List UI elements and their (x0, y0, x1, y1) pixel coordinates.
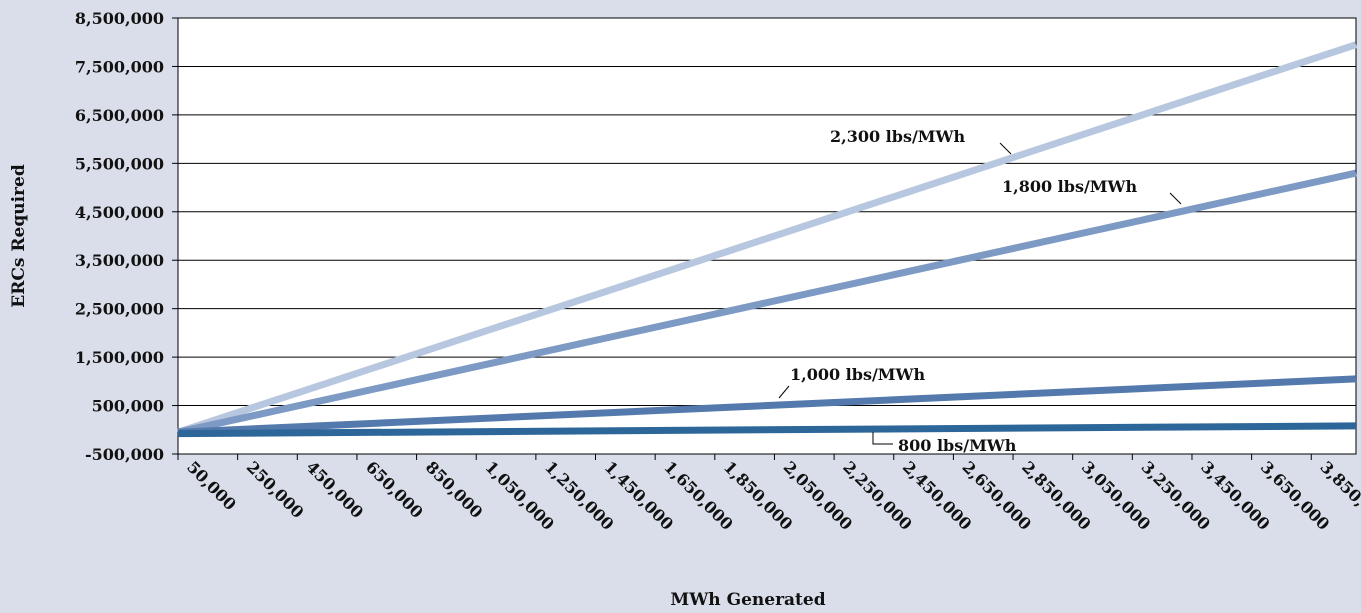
y-tick-label: 4,500,000 (75, 203, 164, 222)
y-tick-label: 500,000 (92, 397, 164, 416)
x-tick-label: 50,000 (183, 457, 240, 514)
y-tick-label: 6,500,000 (75, 106, 164, 125)
series-label: 2,300 lbs/MWh (830, 127, 965, 146)
y-tick-label: 3,500,000 (75, 251, 164, 270)
series-label: 800 lbs/MWh (898, 436, 1017, 455)
x-tick-label: 650,000 (362, 457, 427, 522)
x-tick-label: 850,000 (422, 457, 487, 522)
series-line (177, 375, 1357, 436)
series-label: 1,800 lbs/MWh (1002, 177, 1137, 196)
x-axis-ticks: 50,000 250,000450,000650,000850,0001,050,… (177, 454, 1361, 534)
series-leader-line (872, 432, 893, 445)
x-tick-label: 450,000 (302, 457, 367, 522)
series-leader-line (999, 142, 1012, 155)
series-lines (176, 41, 1358, 438)
y-axis-title: ERCs Required (9, 164, 29, 308)
x-tick-label: 250,000 (243, 457, 308, 522)
series-labels: 2,300 lbs/MWh 1,800 lbs/MWh 1,000 lbs/MWh 8… (778, 127, 1182, 455)
y-axis-ticks: 8,500,000 7,500,000 6,500,000 5,500,000 4,50… (75, 9, 178, 464)
y-tick-label: -500,000 (85, 445, 164, 464)
series-line (176, 41, 1358, 436)
y-tick-label: 1,500,000 (75, 348, 164, 367)
y-tick-label: 8,500,000 (75, 9, 164, 28)
series-leader-line (778, 385, 790, 399)
series-label: 1,000 lbs/MWh (790, 365, 925, 384)
series-line (177, 169, 1357, 436)
x-axis-title: MWh Generated (670, 590, 825, 610)
series-leader-line (1169, 192, 1182, 205)
y-tick-label: 5,500,000 (75, 154, 164, 173)
y-tick-label: 2,500,000 (75, 300, 164, 319)
series-line (177, 422, 1357, 438)
y-tick-label: 7,500,000 (75, 57, 164, 76)
